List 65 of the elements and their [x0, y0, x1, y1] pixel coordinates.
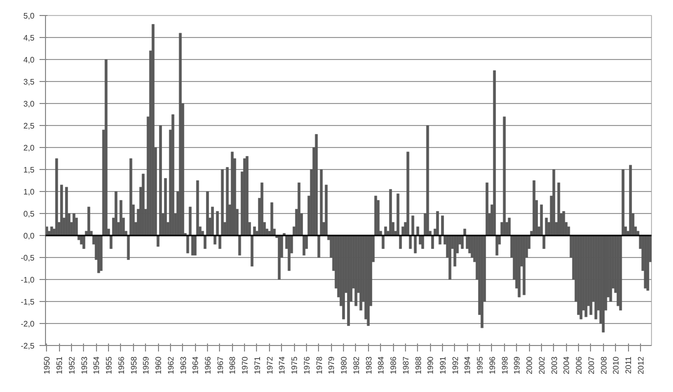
y-tick-label: 2,0: [23, 144, 36, 152]
x-tick-label: 1958: [129, 356, 138, 374]
x-tick-label: 1986: [389, 356, 398, 374]
x-tick-label: 1960: [154, 356, 164, 374]
x-tick-label: 1955: [104, 356, 114, 374]
x-tick-label: 2011: [624, 356, 633, 374]
x-tick-label: 1968: [228, 356, 238, 374]
x-tick-label: 1984: [376, 356, 386, 374]
x-tick-label: 1951: [55, 356, 64, 374]
y-tick-label: 1,0: [23, 188, 36, 196]
x-tick-label: 1954: [92, 356, 102, 374]
x-tick-label: 1970: [240, 356, 250, 374]
x-tick-label: 1982: [352, 356, 361, 374]
x-tick-label: 1971: [252, 356, 262, 374]
x-tick-label: 1950: [42, 356, 52, 374]
x-tick-label: 1976: [302, 356, 312, 374]
x-tick-label: 2003: [550, 356, 559, 374]
y-tick-label: 3,0: [23, 100, 36, 108]
y-tick-label: 3,5: [23, 78, 36, 86]
x-tick-label: 1953: [80, 356, 89, 374]
x-tick-label: 1983: [364, 356, 374, 374]
x-tick-label: 1991: [438, 356, 448, 374]
x-tick-label: 1952: [67, 356, 76, 374]
x-tick-label: 1980: [340, 356, 349, 374]
x-tick-label: 1995: [476, 356, 485, 374]
y-tick-label: 1,5: [23, 166, 36, 174]
x-tick-label: 1979: [327, 356, 336, 374]
x-tick-label: 2010: [612, 356, 621, 374]
x-tick-label: 1992: [450, 356, 460, 374]
y-tick-label: 0,5: [23, 210, 36, 218]
x-tick-label: 1990: [426, 356, 436, 374]
x-tick-label: 2002: [537, 356, 546, 374]
x-tick-label: 1972: [265, 356, 274, 374]
y-tick-label: -2,5: [20, 342, 36, 350]
x-tick-label: 1998: [500, 356, 510, 374]
x-tick-label: 2000: [525, 356, 534, 374]
x-tick-label: 1963: [178, 356, 188, 374]
x-tick-label: 1962: [166, 356, 176, 374]
y-tick-label: 0,0: [23, 232, 36, 240]
x-tick-label: 1959: [142, 356, 151, 374]
x-tick-label: 1967: [216, 356, 225, 374]
x-tick-label: 1966: [204, 356, 213, 374]
x-tick-label: 1978: [314, 356, 324, 374]
y-tick-label: -1,5: [20, 298, 36, 306]
y-tick-label: -0,5: [20, 254, 36, 262]
x-tick-label: 1994: [463, 356, 472, 374]
x-tick-label: 1975: [290, 356, 300, 374]
x-tick-label: 1974: [278, 356, 287, 374]
y-tick-label: 2,5: [23, 122, 36, 130]
x-tick-label: 2007: [586, 356, 596, 374]
x-tick-label: 1999: [512, 356, 522, 374]
x-tick-label: 1988: [414, 356, 423, 374]
y-tick-label: -1,0: [20, 276, 36, 284]
x-tick-label: 1987: [401, 356, 410, 374]
x-tick-label: 2004: [562, 356, 572, 374]
y-tick-label: 4,5: [23, 34, 36, 42]
x-tick-label: 1996: [488, 356, 497, 374]
y-tick-label: -2,0: [20, 320, 36, 328]
x-tick-label: 2008: [599, 356, 608, 374]
x-tick-label: 2012: [636, 356, 646, 374]
x-tick-label: 1956: [116, 356, 126, 374]
y-tick-label: 4,0: [23, 56, 36, 64]
x-tick-label: 2006: [574, 356, 584, 374]
y-tick-label: 5,0: [23, 12, 36, 20]
x-tick-label: 1964: [191, 356, 200, 374]
